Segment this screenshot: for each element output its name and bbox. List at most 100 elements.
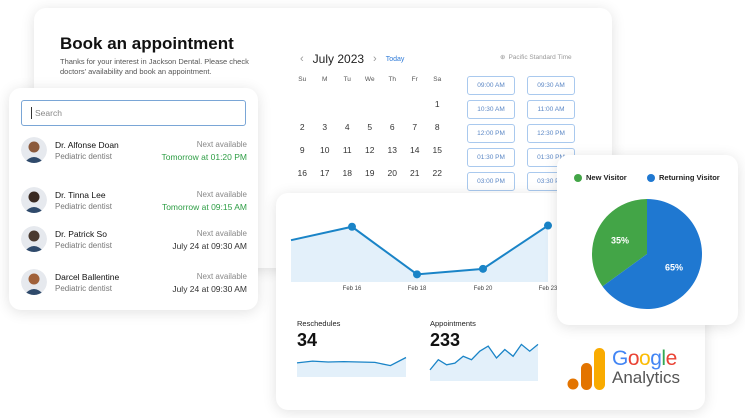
calendar-day[interactable]: 21 bbox=[410, 167, 420, 178]
avatar bbox=[21, 226, 47, 252]
globe-icon: ⊕ bbox=[500, 54, 506, 61]
time-slot-button[interactable]: 11:00 AM bbox=[527, 100, 575, 119]
chart-point bbox=[413, 270, 421, 279]
doctor-list-item[interactable]: Dr. Patrick So Pediatric dentist Next avai… bbox=[21, 226, 249, 254]
chart-point bbox=[348, 222, 356, 231]
appointments-sparkline-line bbox=[429, 343, 539, 371]
legend-label: Returning Visitor bbox=[659, 173, 720, 182]
calendar-day[interactable]: 11 bbox=[342, 144, 352, 155]
doctor-list-item[interactable]: Dr. Alfonse Doan Pediatric dentist Next av… bbox=[21, 137, 249, 165]
analytics-pie-card: New Visitor Returning Visitor 35% 65% bbox=[557, 155, 738, 325]
page-title: Book an appointment bbox=[60, 34, 234, 53]
calendar-day[interactable]: 4 bbox=[344, 121, 350, 132]
chart-point bbox=[479, 264, 487, 273]
search-placeholder: Search bbox=[35, 108, 62, 118]
availability-label: Next available bbox=[196, 140, 247, 149]
calendar-day[interactable]: 20 bbox=[387, 167, 397, 178]
calendar-day[interactable]: 14 bbox=[410, 144, 420, 155]
calendar-day[interactable]: 16 bbox=[297, 167, 307, 178]
calendar-day[interactable]: 6 bbox=[389, 121, 395, 132]
calendar-day[interactable]: 1 bbox=[434, 98, 440, 109]
calendar-day[interactable]: 13 bbox=[387, 144, 397, 155]
visits-line-chart: Feb 16 Feb 18 Feb 20 Feb 23 bbox=[290, 221, 558, 381]
calendar-month: July 2023 bbox=[312, 52, 365, 66]
appointments-label: Appointments bbox=[430, 319, 476, 328]
time-slot-button[interactable]: 12:30 PM bbox=[527, 124, 575, 143]
legend-returning-visitor: Returning Visitor bbox=[647, 173, 720, 182]
calendar-day[interactable]: 10 bbox=[320, 144, 330, 155]
calendar-day[interactable]: 5 bbox=[367, 121, 373, 132]
booking-subtitle: Thanks for your interest in Jackson Dent… bbox=[60, 57, 249, 76]
time-slot-button[interactable]: 12:00 PM bbox=[467, 124, 515, 143]
legend-dot bbox=[574, 173, 582, 182]
avatar bbox=[21, 137, 47, 163]
doctor-list-item[interactable]: Dr. Tinna Lee Pediatric dentist Next avail… bbox=[21, 187, 249, 215]
appointments-value: 233 bbox=[430, 330, 461, 350]
search-input[interactable]: Search bbox=[21, 100, 246, 126]
calendar-day[interactable]: 12 bbox=[365, 144, 375, 155]
chart-point bbox=[544, 221, 552, 230]
next-available-time: Tomorrow at 01:20 PM bbox=[161, 152, 247, 162]
reschedules-sparkline-area bbox=[297, 357, 406, 377]
doctor-name: Dr. Patrick So bbox=[55, 229, 107, 239]
time-slot-button[interactable]: 10:30 AM bbox=[467, 100, 515, 119]
weekday-label: Su bbox=[298, 76, 307, 83]
doctor-name: Dr. Tinna Lee bbox=[55, 190, 106, 200]
availability-label: Next available bbox=[196, 190, 247, 199]
x-tick-label: Feb 20 bbox=[474, 286, 493, 292]
time-slot-button[interactable]: 09:30 AM bbox=[527, 76, 575, 95]
calendar-day[interactable]: 18 bbox=[342, 167, 352, 178]
next-available-time: July 24 at 09:30 AM bbox=[172, 284, 247, 294]
legend-dot bbox=[647, 173, 655, 182]
calendar-day[interactable]: 15 bbox=[432, 144, 442, 155]
doctor-name: Dr. Alfonse Doan bbox=[55, 140, 119, 150]
chart-area bbox=[291, 225, 548, 282]
x-tick-label: Feb 23 bbox=[539, 286, 558, 292]
google-analytics-logo: Google Analytics bbox=[566, 347, 696, 393]
pie-slice-label: 35% bbox=[611, 235, 629, 245]
calendar-day[interactable]: 9 bbox=[299, 144, 305, 155]
next-available-time: July 24 at 09:30 AM bbox=[172, 241, 247, 251]
timezone[interactable]: ⊕ Pacific Standard Time bbox=[500, 53, 572, 62]
x-tick-label: Feb 18 bbox=[408, 286, 427, 292]
calendar-day[interactable]: 2 bbox=[299, 121, 305, 132]
logo-analytics-text: Analytics bbox=[612, 368, 681, 387]
reschedules-label: Reschedules bbox=[297, 319, 341, 328]
pie-slice bbox=[591, 199, 647, 287]
chevron-left-icon[interactable]: ‹ bbox=[300, 53, 304, 65]
availability-label: Next available bbox=[196, 229, 247, 238]
appointments-sparkline-area bbox=[430, 344, 538, 381]
time-slot-button[interactable]: 01:30 PM bbox=[467, 148, 515, 167]
weekday-label: We bbox=[364, 76, 375, 83]
next-available-time: Tomorrow at 09:15 AM bbox=[161, 202, 247, 212]
today-link[interactable]: Today bbox=[385, 55, 405, 63]
calendar-day[interactable]: 7 bbox=[412, 121, 418, 132]
weekday-header: Su M Tu We Th Fr Sa bbox=[291, 76, 449, 83]
doctor-list-item[interactable]: Darcel Ballentine Pediatric dentist Next a… bbox=[21, 269, 249, 297]
visitor-pie-chart: 35% 65% bbox=[591, 199, 702, 309]
time-slot-button[interactable]: 03:00 PM bbox=[467, 172, 515, 191]
calendar-day[interactable]: 19 bbox=[365, 167, 375, 178]
weekday-label: Tu bbox=[343, 76, 351, 83]
time-slot-button[interactable]: 09:00 AM bbox=[467, 76, 515, 95]
legend-label: New Visitor bbox=[586, 173, 627, 182]
weekday-label: Fr bbox=[411, 76, 418, 83]
doctor-specialty: Pediatric dentist bbox=[55, 241, 112, 250]
calendar-day[interactable]: 8 bbox=[434, 121, 440, 132]
avatar bbox=[21, 269, 47, 295]
calendar-day[interactable]: 3 bbox=[322, 121, 328, 132]
weekday-label: Sa bbox=[433, 76, 442, 83]
doctor-specialty: Pediatric dentist bbox=[55, 202, 112, 211]
timezone-label: Pacific Standard Time bbox=[508, 53, 572, 61]
logo-google-text: Google bbox=[612, 347, 677, 370]
pie-slice-label: 65% bbox=[665, 263, 683, 273]
google-analytics-icon bbox=[567, 348, 605, 390]
availability-label: Next available bbox=[196, 272, 247, 281]
calendar-day[interactable]: 17 bbox=[320, 167, 330, 178]
doctor-specialty: Pediatric dentist bbox=[55, 152, 112, 161]
avatar bbox=[21, 187, 47, 213]
chevron-right-icon[interactable]: › bbox=[373, 53, 377, 65]
doctors-card: Search Dr. Alfonse Doan Pediatric dentist… bbox=[9, 88, 258, 310]
calendar-day[interactable]: 22 bbox=[432, 167, 442, 178]
legend-new-visitor: New Visitor bbox=[574, 173, 627, 182]
